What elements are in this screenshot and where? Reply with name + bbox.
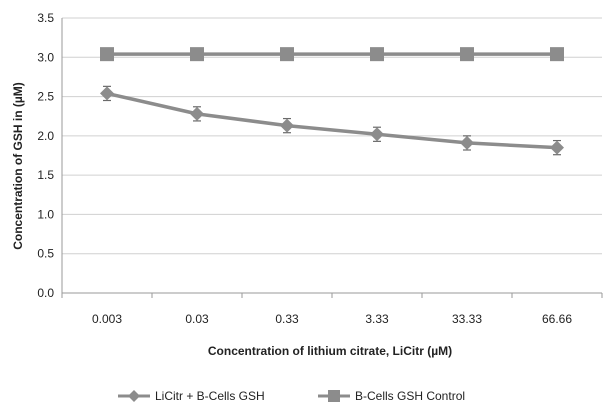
data-point-diamond: [550, 140, 564, 155]
data-point-square: [550, 47, 564, 62]
legend-label-series-2: B-Cells GSH Control: [355, 389, 465, 403]
legend-marker-diamond-icon: [128, 390, 140, 402]
data-point-square: [460, 47, 474, 62]
y-tick-label: 1.5: [37, 168, 54, 182]
series-line: [106, 91, 558, 150]
data-point-square: [190, 47, 204, 62]
series-layer: [100, 47, 564, 156]
legend-item-series-2: B-Cells GSH Control: [318, 389, 465, 403]
grid-layer: [62, 17, 602, 255]
y-tick-label: 2.5: [37, 90, 54, 104]
legend-label-series-1: LiCitr + B-Cells GSH: [155, 389, 265, 403]
x-axis-title: Concentration of lithium citrate, LiCitr…: [208, 344, 452, 358]
legend-marker-square-icon: [328, 390, 340, 402]
y-tick-label: 0.0: [37, 286, 54, 300]
axis-layer: [61, 18, 603, 298]
data-point-diamond: [370, 127, 384, 142]
x-tick-label: 0.03: [185, 312, 209, 326]
data-point-diamond: [280, 118, 294, 133]
y-tick-label: 0.5: [37, 247, 54, 261]
label-layer: 0.0 0.5 1.0 1.5 2.0 2.5 3.0 3.5 0.003 0.03 0.33 3.3…: [37, 11, 572, 326]
y-tick-label: 2.0: [37, 129, 54, 143]
data-point-diamond: [100, 86, 114, 101]
data-point-diamond: [460, 135, 474, 150]
x-tick-label: 0.33: [275, 312, 299, 326]
x-tick-label: 3.33: [365, 312, 389, 326]
legend-item-series-1: LiCitr + B-Cells GSH: [118, 389, 265, 403]
data-point-square: [100, 47, 114, 62]
x-tick-label: 0.003: [92, 312, 122, 326]
legend: LiCitr + B-Cells GSH B-Cells GSH Control: [118, 389, 465, 403]
data-point-square: [280, 47, 294, 62]
y-tick-label: 3.0: [37, 50, 54, 64]
y-axis-title: Concentration of GSH in (µM): [11, 82, 25, 250]
x-tick-label: 66.66: [542, 312, 572, 326]
y-tick-label: 3.5: [37, 11, 54, 25]
x-tick-label: 33.33: [452, 312, 482, 326]
y-tick-label: 1.0: [37, 207, 54, 221]
data-point-diamond: [190, 106, 204, 121]
data-point-square: [370, 47, 384, 62]
